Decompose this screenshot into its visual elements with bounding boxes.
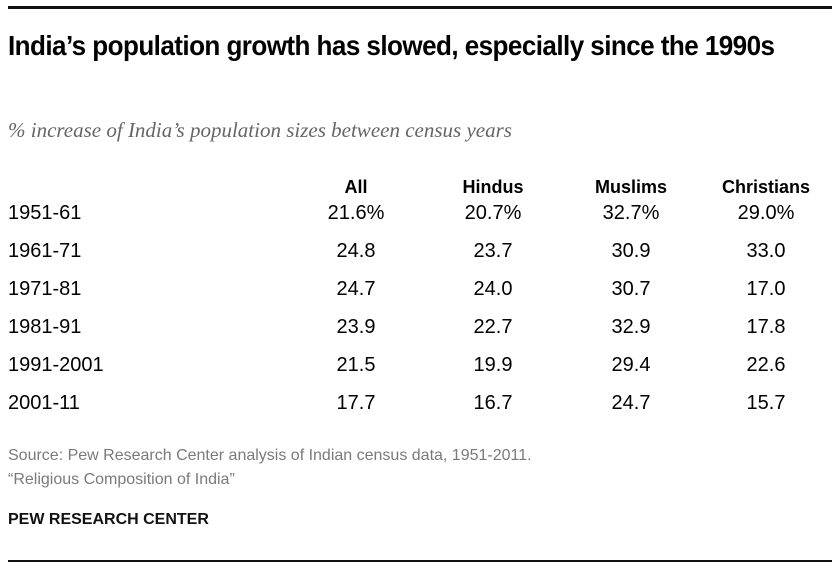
row-label: 1991-2001 xyxy=(8,354,104,376)
table-cell-christians: 15.7 xyxy=(746,392,786,414)
row-label: 1971-81 xyxy=(8,278,82,300)
table-cell-hindus: 16.7 xyxy=(473,392,513,414)
table-cell-all: 21.6% xyxy=(327,202,385,224)
table-cell-all: 24.7 xyxy=(336,278,376,300)
table-cell-all: 21.5 xyxy=(336,354,376,376)
source-note: Source: Pew Research Center analysis of … xyxy=(8,444,532,492)
table-cell-hindus: 24.0 xyxy=(473,278,513,300)
table-cell-hindus: 20.7% xyxy=(464,202,522,224)
table-cell-hindus: 19.9 xyxy=(473,354,513,376)
table-cell-christians: 22.6 xyxy=(746,354,786,376)
bottom-rule xyxy=(8,560,832,562)
table-cell-muslims: 29.4 xyxy=(611,354,651,376)
table-cell-muslims: 32.9 xyxy=(611,316,651,338)
chart-subtitle: % increase of India’s population sizes b… xyxy=(8,118,512,142)
row-label: 1981-91 xyxy=(8,316,82,338)
data-table: All Hindus Muslims Christians 1951-61 21.… xyxy=(8,175,832,427)
row-label: 1961-71 xyxy=(8,240,82,262)
table-cell-muslims: 32.7% xyxy=(602,202,660,224)
column-header-all: All xyxy=(344,177,368,197)
table-cell-all: 17.7 xyxy=(336,392,376,414)
table-cell-muslims: 24.7 xyxy=(611,392,651,414)
table-cell-christians: 17.8 xyxy=(746,316,786,338)
column-header-christians: Christians xyxy=(721,177,811,197)
table-cell-hindus: 22.7 xyxy=(473,316,513,338)
table-row: 1991-2001 21.5 19.9 29.4 22.6 xyxy=(8,351,832,389)
row-label: 2001-11 xyxy=(8,392,80,414)
table-cell-christians: 17.0 xyxy=(746,278,786,300)
table-cell-christians: 33.0 xyxy=(746,240,786,262)
top-rule xyxy=(8,6,832,9)
report-title: “Religious Composition of India” xyxy=(8,471,235,488)
table-cell-muslims: 30.7 xyxy=(611,278,651,300)
table-row: 2001-11 17.7 16.7 24.7 15.7 xyxy=(8,389,832,427)
column-header-hindus: Hindus xyxy=(462,177,524,197)
source-text: Source: Pew Research Center analysis of … xyxy=(8,447,532,464)
table-row: 1971-81 24.7 24.0 30.7 17.0 xyxy=(8,275,832,313)
table-row: 1961-71 24.8 23.7 30.9 33.0 xyxy=(8,237,832,275)
table-cell-muslims: 30.9 xyxy=(611,240,651,262)
table-cell-all: 23.9 xyxy=(336,316,376,338)
row-label: 1951-61 xyxy=(8,202,82,224)
table-row: 1981-91 23.9 22.7 32.9 17.8 xyxy=(8,313,832,351)
table-cell-christians: 29.0% xyxy=(737,202,795,224)
table-cell-hindus: 23.7 xyxy=(473,240,513,262)
table-header-row: All Hindus Muslims Christians xyxy=(8,175,832,197)
column-header-muslims: Muslims xyxy=(594,177,668,197)
table-row: 1951-61 21.6% 20.7% 32.7% 29.0% xyxy=(8,199,832,237)
chart-title: India’s population growth has slowed, es… xyxy=(8,30,775,61)
brand-logo-text: PEW RESEARCH CENTER xyxy=(8,511,209,528)
table-cell-all: 24.8 xyxy=(336,240,376,262)
